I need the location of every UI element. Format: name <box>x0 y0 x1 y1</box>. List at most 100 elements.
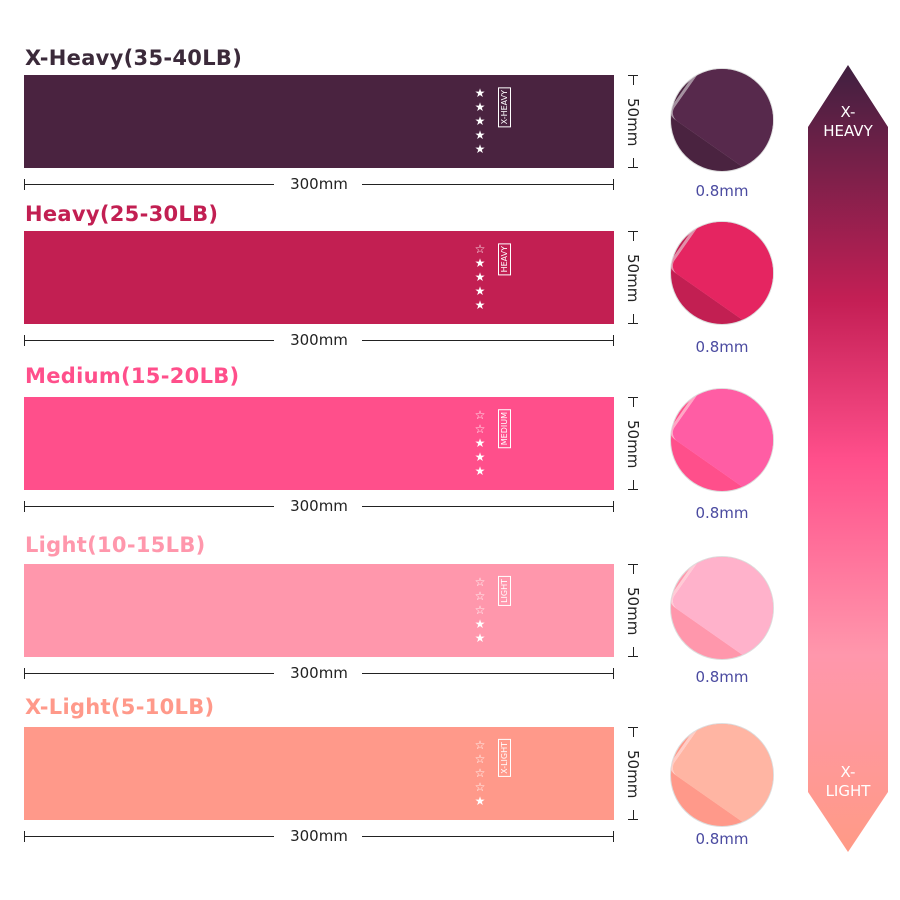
length-label: 300mm <box>290 497 348 515</box>
level-tag: X-HEAVY <box>498 87 511 128</box>
star-outline-icon: ☆ <box>474 738 486 752</box>
star-outline-icon: ☆ <box>474 752 486 766</box>
star-filled-icon: ★ <box>474 450 486 464</box>
length-label: 300mm <box>290 664 348 682</box>
length-label: 300mm <box>290 331 348 349</box>
dim-line <box>633 647 634 657</box>
star-outline-icon: ☆ <box>474 575 486 589</box>
dim-tick <box>613 668 614 679</box>
star-filled-icon: ★ <box>474 631 486 645</box>
length-dimension: 300mm <box>24 331 614 349</box>
star-filled-icon: ★ <box>474 256 486 270</box>
star-rating: ★ ★ ☆ ☆ ☆ <box>472 575 488 645</box>
band-swatch: ★ ★ ★ ★ ★ X-HEAVY <box>24 75 614 168</box>
star-outline-icon: ☆ <box>474 242 486 256</box>
width-dimension: 50mm <box>624 75 642 168</box>
star-filled-icon: ★ <box>474 86 486 100</box>
width-dimension: 50mm <box>624 564 642 657</box>
band-swatch: ★ ★ ★ ★ ☆ HEAVY <box>24 231 614 324</box>
dim-line <box>24 836 274 837</box>
thickness-label: 0.8mm <box>695 830 749 848</box>
star-filled-icon: ★ <box>474 436 486 450</box>
length-dimension: 300mm <box>24 827 614 845</box>
width-label: 50mm <box>624 97 642 147</box>
band-title: X-Heavy(35-40LB) <box>25 46 243 70</box>
length-dimension: 300mm <box>24 664 614 682</box>
dim-tick <box>613 335 614 346</box>
dim-line <box>24 673 274 674</box>
star-filled-icon: ★ <box>474 617 486 631</box>
width-dimension: 50mm <box>624 397 642 490</box>
dim-line <box>24 340 274 341</box>
length-label: 300mm <box>290 175 348 193</box>
star-rating: ★ ★ ★ ☆ ☆ <box>472 408 488 478</box>
star-rating: ★ ☆ ☆ ☆ ☆ <box>472 738 488 808</box>
band-title: Light(10-15LB) <box>25 533 206 557</box>
dim-tick <box>613 501 614 512</box>
star-rating: ★ ★ ★ ★ ★ <box>472 86 488 156</box>
dim-tick <box>628 819 638 820</box>
scale-bottom-line1: X- <box>840 763 856 781</box>
star-filled-icon: ★ <box>474 100 486 114</box>
dim-line <box>24 184 274 185</box>
width-label: 50mm <box>624 419 642 469</box>
star-filled-icon: ★ <box>474 464 486 478</box>
star-outline-icon: ☆ <box>474 766 486 780</box>
dim-line <box>362 340 614 341</box>
width-label: 50mm <box>624 749 642 799</box>
scale-top-label: X- HEAVY <box>808 103 888 141</box>
star-filled-icon: ★ <box>474 270 486 284</box>
star-outline-icon: ☆ <box>474 422 486 436</box>
thickness-closeup <box>670 388 774 492</box>
band-fold <box>671 69 773 171</box>
band-swatch: ★ ★ ★ ☆ ☆ MEDIUM <box>24 397 614 490</box>
thickness-closeup <box>670 221 774 325</box>
thickness-closeup <box>670 556 774 660</box>
dim-line <box>362 506 614 507</box>
dim-line <box>633 397 634 407</box>
dim-line <box>633 231 634 241</box>
dim-line <box>362 184 614 185</box>
star-rating: ★ ★ ★ ★ ☆ <box>472 242 488 312</box>
star-filled-icon: ★ <box>474 298 486 312</box>
thickness-label: 0.8mm <box>695 504 749 522</box>
thickness-label: 0.8mm <box>695 182 749 200</box>
dim-tick <box>628 489 638 490</box>
band-fold <box>671 222 773 324</box>
band-fold <box>671 389 773 491</box>
dim-tick <box>628 323 638 324</box>
scale-bottom-line2: LIGHT <box>825 782 871 800</box>
thickness-label: 0.8mm <box>695 338 749 356</box>
width-dimension: 50mm <box>624 231 642 324</box>
star-outline-icon: ☆ <box>474 780 486 794</box>
thickness-label: 0.8mm <box>695 668 749 686</box>
width-dimension: 50mm <box>624 727 642 820</box>
dim-tick <box>628 167 638 168</box>
dim-line <box>633 75 634 85</box>
thickness-closeup <box>670 68 774 172</box>
band-title: Medium(15-20LB) <box>25 364 240 388</box>
dim-line <box>633 564 634 574</box>
dim-line <box>633 727 634 737</box>
dim-tick <box>613 179 614 190</box>
width-label: 50mm <box>624 586 642 636</box>
level-tag: HEAVY <box>498 243 511 276</box>
star-filled-icon: ★ <box>474 114 486 128</box>
level-tag: X-LIGHT <box>498 739 511 777</box>
star-filled-icon: ★ <box>474 284 486 298</box>
dim-line <box>633 314 634 324</box>
width-label: 50mm <box>624 253 642 303</box>
band-swatch: ★ ☆ ☆ ☆ ☆ X-LIGHT <box>24 727 614 820</box>
dim-tick <box>613 831 614 842</box>
star-filled-icon: ★ <box>474 128 486 142</box>
band-swatch: ★ ★ ☆ ☆ ☆ LIGHT <box>24 564 614 657</box>
star-outline-icon: ☆ <box>474 408 486 422</box>
band-fold <box>671 557 773 659</box>
band-title: X-Light(5-10LB) <box>25 695 215 719</box>
dim-line <box>633 810 634 820</box>
dim-tick <box>628 656 638 657</box>
length-dimension: 300mm <box>24 175 614 193</box>
thickness-closeup <box>670 723 774 827</box>
dim-line <box>633 158 634 168</box>
dim-line <box>633 480 634 490</box>
